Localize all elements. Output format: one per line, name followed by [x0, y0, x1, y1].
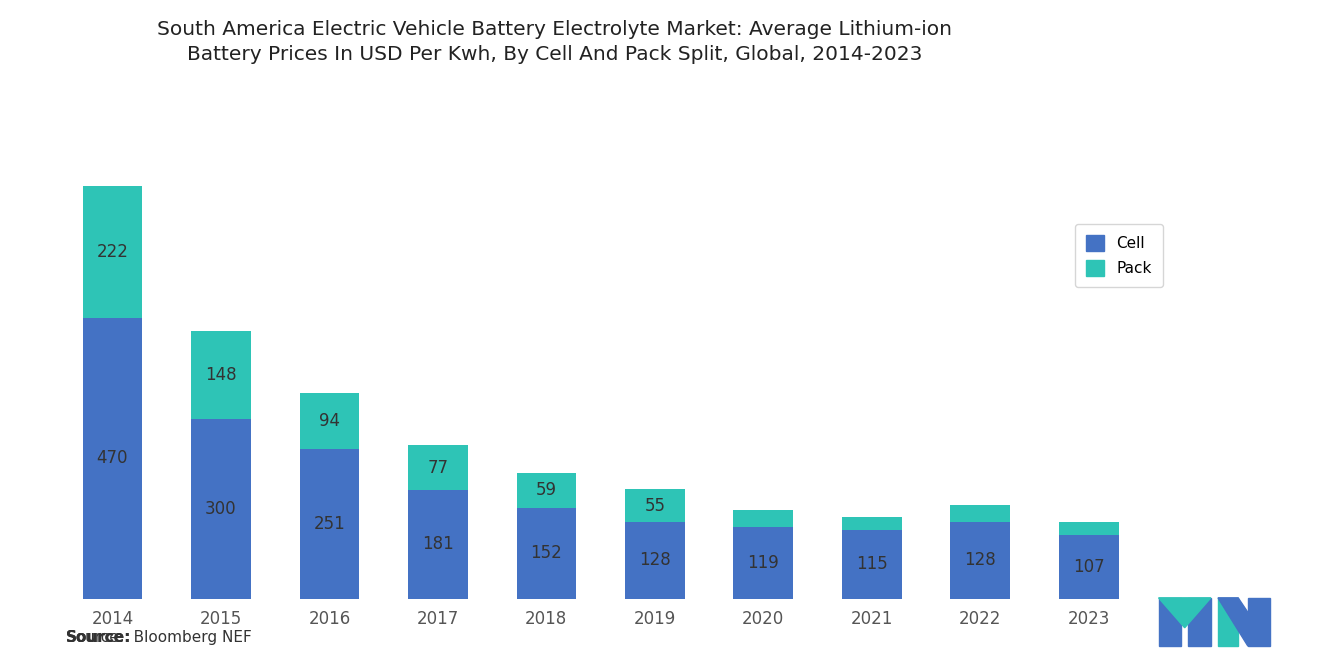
- Polygon shape: [1218, 598, 1270, 646]
- Bar: [950, 522, 1010, 598]
- Text: 55: 55: [644, 497, 665, 515]
- Bar: [624, 522, 685, 598]
- Text: South America Electric Vehicle Battery Electrolyte Market: Average Lithium-ion
B: South America Electric Vehicle Battery E…: [157, 20, 952, 64]
- Text: Source:: Source:: [66, 630, 132, 645]
- Legend: Cell, Pack: Cell, Pack: [1076, 224, 1163, 287]
- Polygon shape: [1188, 598, 1210, 646]
- Bar: [1059, 521, 1118, 535]
- Bar: [950, 505, 1010, 522]
- Bar: [734, 509, 793, 527]
- Text: 128: 128: [639, 551, 671, 569]
- Text: Source:  Bloomberg NEF: Source: Bloomberg NEF: [66, 630, 252, 645]
- Bar: [83, 186, 143, 318]
- Bar: [300, 449, 359, 598]
- Bar: [842, 517, 902, 530]
- Bar: [408, 491, 467, 598]
- Text: 107: 107: [1073, 557, 1105, 576]
- Polygon shape: [1159, 598, 1210, 628]
- Text: 59: 59: [536, 481, 557, 499]
- Text: 119: 119: [747, 554, 779, 572]
- Text: 152: 152: [531, 544, 562, 562]
- Bar: [842, 530, 902, 598]
- Bar: [83, 318, 143, 598]
- Text: 222: 222: [96, 243, 128, 261]
- Text: 251: 251: [314, 515, 346, 533]
- Text: 94: 94: [319, 412, 341, 430]
- Bar: [1059, 535, 1118, 599]
- Bar: [516, 508, 577, 598]
- Polygon shape: [1218, 598, 1238, 646]
- Text: 148: 148: [205, 366, 236, 384]
- Text: 115: 115: [855, 555, 887, 573]
- Text: 470: 470: [96, 450, 128, 467]
- Bar: [516, 473, 577, 508]
- Polygon shape: [1159, 598, 1181, 646]
- Bar: [300, 392, 359, 449]
- Text: 300: 300: [205, 500, 236, 518]
- Bar: [191, 331, 251, 420]
- Text: 77: 77: [428, 458, 449, 477]
- Text: 128: 128: [965, 551, 997, 569]
- Text: Source:: Source:: [66, 630, 132, 645]
- Bar: [408, 444, 467, 491]
- Bar: [624, 489, 685, 522]
- Text: 181: 181: [422, 535, 454, 553]
- Bar: [734, 527, 793, 598]
- Polygon shape: [1247, 598, 1270, 646]
- Bar: [191, 420, 251, 598]
